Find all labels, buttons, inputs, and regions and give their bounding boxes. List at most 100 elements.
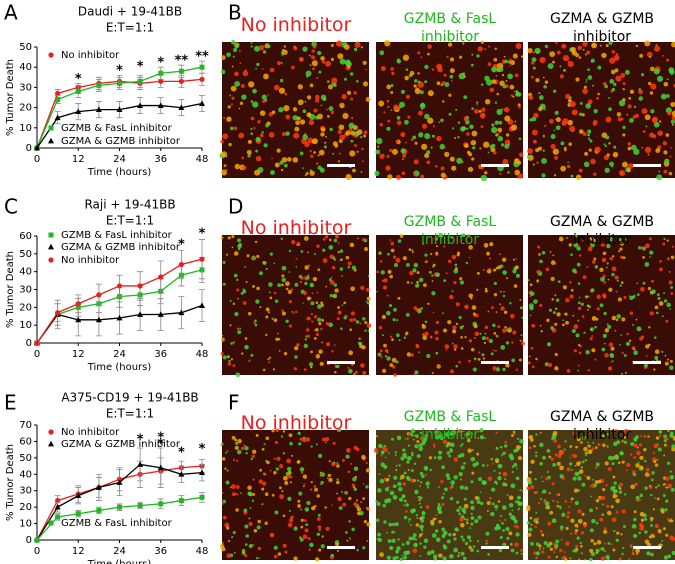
cell	[306, 328, 310, 332]
cell	[340, 327, 343, 330]
cell	[648, 237, 652, 241]
legend-marker	[48, 440, 54, 447]
cell	[499, 264, 504, 269]
cell	[367, 329, 370, 332]
cell	[229, 324, 232, 327]
cell	[644, 114, 651, 121]
cell	[530, 60, 535, 65]
marker	[178, 309, 185, 316]
marker	[75, 511, 81, 517]
cell	[443, 245, 446, 248]
cell	[663, 150, 668, 155]
legend-marker	[48, 257, 54, 263]
cell	[348, 350, 354, 356]
cell	[275, 337, 279, 341]
cell	[495, 446, 499, 450]
cell	[570, 288, 574, 292]
cell	[255, 433, 259, 437]
cell	[312, 44, 317, 49]
cell	[233, 273, 238, 278]
cell	[296, 460, 300, 464]
cell	[465, 431, 471, 437]
cell	[407, 115, 411, 119]
cell	[574, 464, 577, 467]
cell	[403, 504, 405, 506]
cell	[250, 132, 254, 136]
cell	[386, 498, 392, 503]
cell	[509, 84, 515, 90]
cell	[670, 255, 675, 260]
cell	[649, 484, 652, 487]
cell	[356, 499, 359, 502]
cell	[528, 355, 531, 358]
cell	[425, 481, 430, 486]
cell	[308, 54, 311, 57]
cell	[326, 477, 329, 479]
cell	[559, 450, 565, 455]
cell	[473, 109, 479, 114]
cell	[468, 359, 471, 363]
cell	[463, 461, 466, 465]
cell	[660, 509, 665, 514]
cell	[594, 446, 598, 449]
cell	[473, 357, 477, 361]
cell	[350, 97, 354, 101]
cell	[627, 163, 634, 169]
cell	[419, 436, 425, 441]
cell	[541, 533, 545, 537]
cell	[535, 451, 538, 454]
cell	[663, 434, 668, 439]
cell	[629, 118, 634, 123]
cell	[589, 548, 594, 553]
cell	[450, 57, 455, 62]
cell	[384, 40, 391, 47]
cell	[304, 338, 307, 341]
cell	[242, 301, 247, 305]
cell	[356, 80, 359, 83]
cell	[328, 238, 332, 242]
y-axis-label: % Tumor Death	[5, 444, 16, 521]
cell	[590, 158, 596, 165]
cell	[232, 302, 236, 306]
cell	[586, 475, 591, 480]
cell	[530, 485, 535, 490]
cell	[603, 143, 606, 146]
cell	[310, 154, 314, 158]
legend-label: GZMB & FasL inhibitor	[61, 518, 173, 529]
cell	[384, 355, 388, 358]
cell	[528, 446, 532, 450]
cell	[339, 102, 345, 109]
cell	[365, 288, 370, 292]
cell	[586, 50, 591, 55]
cell	[581, 113, 585, 117]
cell	[648, 81, 652, 86]
cell	[377, 532, 382, 537]
cell	[583, 331, 586, 334]
cell	[502, 328, 507, 333]
cell	[438, 121, 441, 124]
cell	[221, 55, 226, 60]
cell	[577, 343, 581, 347]
cell	[459, 55, 463, 59]
cell	[318, 149, 325, 156]
cell	[396, 435, 402, 441]
cell	[259, 110, 266, 116]
cell	[457, 508, 460, 511]
cell	[497, 127, 503, 133]
cell	[404, 75, 409, 81]
marker	[54, 114, 61, 121]
cell	[435, 320, 440, 325]
cell	[239, 101, 244, 105]
cell	[311, 506, 316, 511]
cell	[562, 285, 567, 290]
cell	[620, 281, 624, 284]
cell	[512, 269, 517, 274]
cell	[424, 64, 429, 70]
cell	[640, 287, 645, 292]
cell	[265, 267, 268, 271]
scale-bar	[481, 164, 509, 167]
cell	[343, 77, 348, 81]
cell	[641, 146, 643, 149]
cell	[457, 554, 460, 558]
cell	[314, 315, 318, 319]
